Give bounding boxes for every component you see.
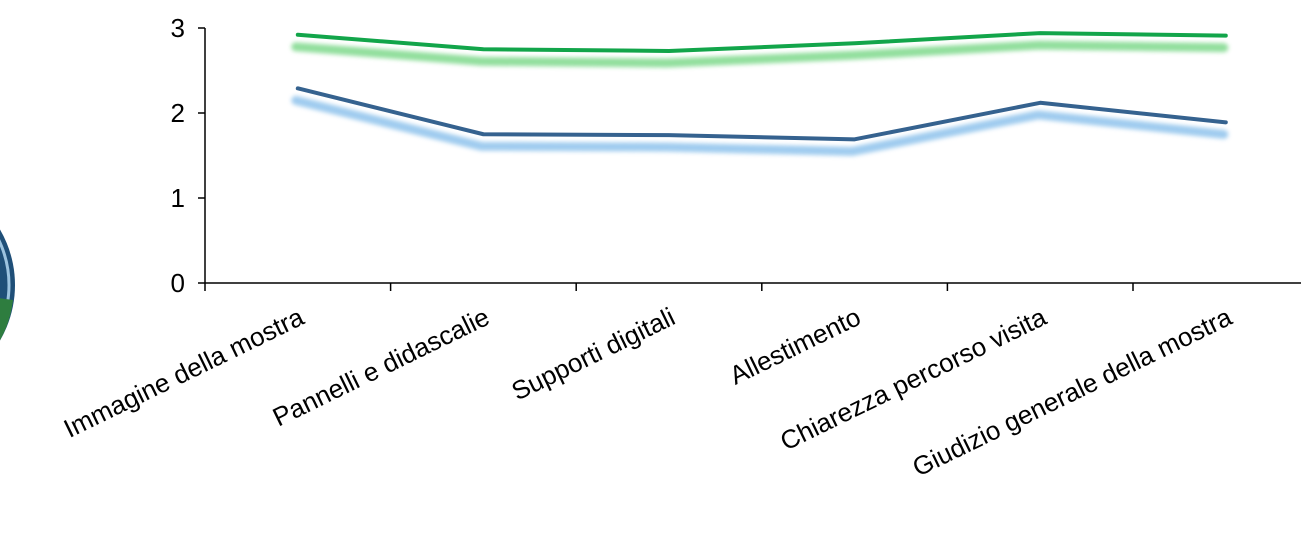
series-1-line [295, 31, 1228, 53]
y-tick-label: 0 [171, 268, 185, 298]
series-2-line [295, 86, 1228, 142]
y-tick-label: 3 [171, 13, 185, 43]
x-tick-label: Giudizio generale della mostra [908, 301, 1237, 482]
chart-series [291, 31, 1229, 156]
y-tick-label: 1 [171, 183, 185, 213]
logo-badge [0, 229, 15, 341]
logo-badge-green [0, 298, 13, 341]
series-1-glow [291, 40, 1229, 68]
x-tick-label: Immagine della mostra [59, 301, 309, 443]
x-tick-label: Supporti digitali [507, 301, 680, 406]
logo-badge-ring [0, 239, 11, 331]
x-tick-label: Allestimento [725, 301, 865, 390]
series-2-glow [291, 95, 1229, 156]
y-tick-label: 2 [171, 98, 185, 128]
chart-axes [198, 27, 1301, 291]
